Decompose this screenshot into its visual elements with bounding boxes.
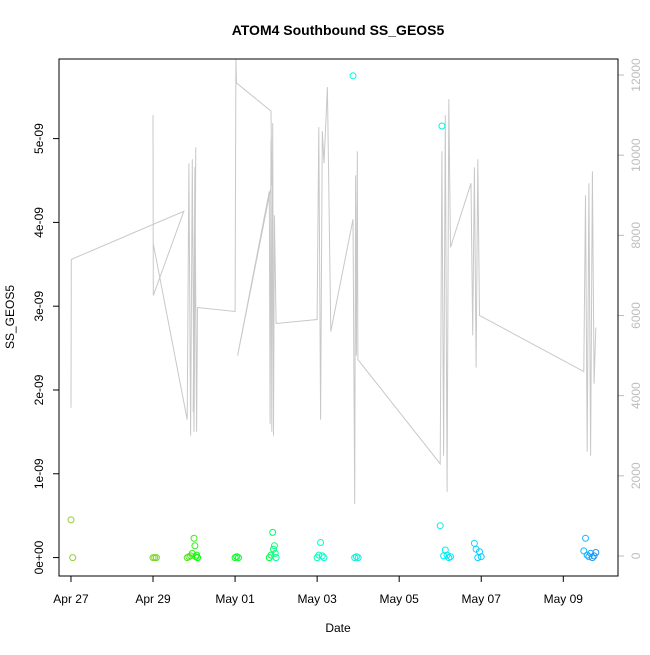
y-tick-label: 0e+00 — [32, 540, 46, 574]
plot-frame — [58, 58, 619, 577]
data-point — [477, 553, 485, 561]
x-tick-label: Apr 29 — [135, 592, 171, 606]
y-tick-label: 5e-09 — [32, 123, 46, 154]
data-point — [69, 554, 77, 562]
y-tick-label: 3e-09 — [32, 291, 46, 322]
chart-title: ATOM4 Southbound SS_GEOS5 — [232, 22, 445, 38]
y-tick-label: 2e-09 — [32, 374, 46, 405]
x-tick-label: May 07 — [462, 592, 502, 606]
data-point — [270, 545, 277, 553]
points-series — [67, 72, 600, 562]
data-point — [317, 539, 325, 546]
x-axis: Apr 27 Apr 29 May 01 May 03 May 05 May 07 May … — [53, 575, 584, 606]
y-axis-label: SS_GEOS5 — [3, 285, 17, 349]
altitude-series — [70, 58, 597, 504]
x-tick-label: May 03 — [297, 592, 337, 606]
data-point — [476, 548, 483, 556]
data-point — [447, 553, 454, 561]
altitude-line — [70, 58, 597, 504]
y2-tick-label: 2000 — [629, 462, 643, 489]
y-tick-label: 1e-09 — [32, 458, 46, 489]
y2-tick-label: 12000 — [629, 58, 643, 92]
data-point — [354, 554, 362, 562]
data-point — [318, 552, 326, 560]
y2-tick-label: 8000 — [629, 222, 643, 249]
y2-tick-label: 0 — [629, 552, 643, 559]
data-point — [585, 553, 593, 561]
data-point — [194, 554, 201, 562]
data-point — [320, 554, 328, 562]
data-point — [67, 516, 75, 524]
data-point — [270, 542, 278, 550]
y2-tick-label: 10000 — [629, 138, 643, 172]
x-axis-label: Date — [325, 621, 351, 635]
data-point — [271, 549, 279, 557]
data-point — [272, 554, 280, 562]
data-point — [438, 122, 446, 130]
data-point — [588, 554, 596, 562]
y-tick-label: 4e-09 — [32, 207, 46, 238]
y2-tick-label: 6000 — [629, 302, 643, 329]
data-point — [235, 554, 242, 562]
data-point — [590, 552, 598, 560]
data-point — [152, 554, 160, 562]
data-point — [269, 528, 277, 536]
x-tick-label: Apr 27 — [53, 592, 89, 606]
data-point — [582, 534, 589, 542]
data-point — [580, 547, 588, 555]
x-tick-label: May 01 — [215, 592, 255, 606]
x-tick-label: May 09 — [544, 592, 584, 606]
y2-tick-label: 4000 — [629, 382, 643, 409]
data-point — [190, 534, 198, 542]
data-point — [349, 72, 357, 80]
data-point — [191, 542, 199, 550]
x-tick-label: May 05 — [380, 592, 420, 606]
data-point — [436, 522, 444, 530]
data-point — [592, 549, 600, 556]
